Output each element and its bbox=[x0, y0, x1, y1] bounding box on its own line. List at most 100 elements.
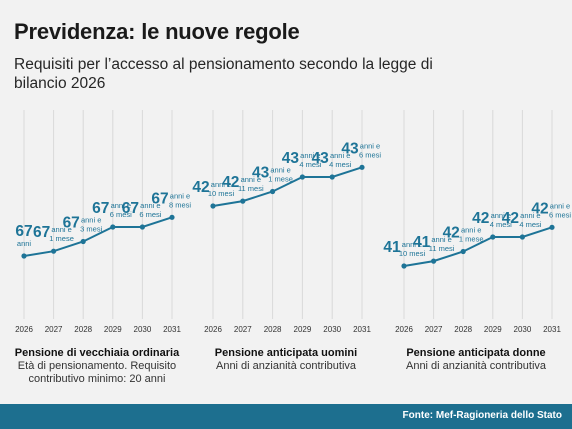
data-point-donne-2026 bbox=[401, 263, 407, 269]
source-note: Fonte: Mef-Ragioneria dello Stato bbox=[402, 410, 562, 421]
panel-subtitle-donne: Anni di anzianità contributiva bbox=[405, 360, 547, 372]
data-point-uomini-2030 bbox=[329, 174, 335, 180]
footer-bar: Fonte: Mef-Ragioneria dello Stato bbox=[0, 404, 572, 429]
data-label-vecchiaia-2028: 67 bbox=[63, 215, 80, 232]
tick-label-donne-2028: 2028 bbox=[454, 325, 472, 334]
data-point-uomini-2029 bbox=[299, 174, 305, 180]
page-subtitle: Requisiti per l’accesso al pensionamento… bbox=[14, 56, 433, 92]
data-label-donne-2026: 41 bbox=[383, 239, 401, 256]
data-label-detail-uomini-2028-0: anni e bbox=[270, 166, 290, 175]
data-label-detail-uomini-2029-1: 4 mesi bbox=[299, 160, 321, 169]
panel-subtitle-uomini: Anni di anzianità contributiva bbox=[215, 360, 357, 372]
data-label-detail-donne-2027-1: 11 mesi bbox=[429, 244, 455, 253]
data-label-vecchiaia-2030: 67 bbox=[122, 200, 139, 217]
data-label-vecchiaia-2027: 67 bbox=[33, 224, 50, 241]
data-label-detail-vecchiaia-2027-1: 1 mese bbox=[49, 234, 74, 243]
data-label-uomini-2031: 43 bbox=[341, 140, 359, 157]
data-point-donne-2031 bbox=[549, 224, 555, 230]
tick-label-uomini-2027: 2027 bbox=[234, 325, 252, 334]
tick-label-donne-2029: 2029 bbox=[484, 325, 502, 334]
data-label-detail-uomini-2026-0: anni e bbox=[211, 180, 231, 189]
data-label-detail-uomini-2029-0: anni e bbox=[300, 151, 320, 160]
data-label-donne-2031: 42 bbox=[531, 200, 548, 217]
data-point-uomini-2026 bbox=[210, 203, 216, 209]
series-line-vecchiaia bbox=[23, 216, 173, 257]
data-point-vecchiaia-2026 bbox=[21, 253, 27, 259]
data-point-vecchiaia-2031 bbox=[169, 214, 175, 220]
data-label-detail-uomini-2031-0: anni e bbox=[360, 141, 380, 150]
data-label-detail-vecchiaia-2027-0: anni e bbox=[51, 225, 71, 234]
data-point-vecchiaia-2029 bbox=[110, 224, 116, 230]
data-label-detail-uomini-2030-1: 4 mesi bbox=[329, 160, 351, 169]
data-label-vecchiaia-2031: 67 bbox=[151, 190, 168, 207]
tick-label-vecchiaia-2030: 2030 bbox=[134, 325, 152, 334]
tick-label-uomini-2031: 2031 bbox=[353, 325, 371, 334]
tick-label-vecchiaia-2029: 2029 bbox=[104, 325, 122, 334]
data-label-detail-donne-2028-0: anni e bbox=[461, 226, 481, 235]
tick-label-uomini-2026: 2026 bbox=[204, 325, 222, 334]
data-label-donne-2030: 42 bbox=[502, 210, 519, 227]
tick-label-donne-2026: 2026 bbox=[395, 325, 413, 334]
data-label-detail-donne-2030-0: anni e bbox=[520, 211, 540, 220]
data-point-vecchiaia-2028 bbox=[80, 238, 86, 245]
data-label-uomini-2027: 42 bbox=[222, 174, 239, 191]
data-label-detail-uomini-2027-1: 11 mesi bbox=[238, 184, 264, 193]
page-title: Previdenza: le nuove regole bbox=[14, 19, 300, 44]
data-label-detail-vecchiaia-2031-0: anni e bbox=[170, 191, 190, 200]
data-label-vecchiaia-2029: 67 bbox=[92, 200, 109, 217]
data-label-donne-2027: 41 bbox=[413, 234, 431, 251]
data-label-uomini-2026: 42 bbox=[192, 179, 209, 196]
data-label-detail-donne-2029-0: anni e bbox=[491, 211, 511, 220]
data-label-detail-vecchiaia-2030-0: anni e bbox=[140, 201, 160, 210]
data-label-detail-uomini-2030-0: anni e bbox=[330, 151, 350, 160]
data-label-uomini-2028: 43 bbox=[252, 165, 270, 182]
data-label-donne-2029: 42 bbox=[472, 210, 489, 227]
data-label-detail-vecchiaia-2028-0: anni e bbox=[81, 216, 101, 225]
data-point-vecchiaia-2027 bbox=[51, 248, 57, 254]
tick-label-uomini-2030: 2030 bbox=[323, 325, 341, 334]
data-label-detail-donne-2026-0: anni e bbox=[402, 240, 422, 249]
data-label-uomini-2029: 43 bbox=[282, 150, 300, 167]
data-point-donne-2028 bbox=[460, 248, 466, 255]
data-label-detail-donne-2031-1: 6 mesi bbox=[549, 210, 571, 219]
data-label-uomini-2030: 43 bbox=[312, 150, 330, 167]
data-label-detail-vecchiaia-2031-1: 8 mesi bbox=[169, 200, 191, 209]
data-label-detail-vecchiaia-2030-1: 6 mesi bbox=[139, 210, 161, 219]
data-label-detail-uomini-2027-0: anni e bbox=[241, 175, 261, 184]
data-label-detail-uomini-2026-1: 10 mesi bbox=[208, 189, 235, 198]
data-point-donne-2029 bbox=[490, 234, 496, 240]
tick-label-uomini-2029: 2029 bbox=[294, 325, 312, 334]
data-point-donne-2030 bbox=[519, 234, 526, 240]
data-label-detail-donne-2029-1: 4 mesi bbox=[490, 220, 512, 229]
data-label-detail-donne-2026-1: 10 mesi bbox=[399, 249, 426, 258]
panel-title-uomini: Pensione anticipata uomini bbox=[214, 347, 358, 359]
data-label-detail-vecchiaia-2026-0: anni bbox=[17, 239, 32, 248]
data-point-uomini-2027 bbox=[240, 198, 246, 204]
series-line-uomini bbox=[212, 166, 363, 207]
tick-label-vecchiaia-2031: 2031 bbox=[163, 325, 181, 334]
data-label-detail-vecchiaia-2029-0: anni e bbox=[111, 201, 131, 210]
tick-label-uomini-2028: 2028 bbox=[264, 325, 282, 334]
data-label-vecchiaia-2026: 67 bbox=[15, 223, 32, 240]
data-label-detail-uomini-2031-1: 6 mesi bbox=[359, 150, 381, 159]
data-point-donne-2027 bbox=[431, 258, 437, 264]
data-label-donne-2028: 42 bbox=[443, 225, 460, 242]
panel-subtitle-vecchiaia: Età di pensionamento. Requisito contribu… bbox=[17, 360, 177, 385]
data-label-detail-vecchiaia-2028-1: 3 mesi bbox=[80, 225, 102, 234]
data-label-detail-donne-2028-1: 1 mese bbox=[459, 235, 484, 244]
tick-label-donne-2031: 2031 bbox=[543, 325, 561, 334]
data-label-detail-uomini-2028-1: 1 mese bbox=[268, 175, 293, 184]
data-point-vecchiaia-2030 bbox=[139, 224, 145, 230]
data-point-uomini-2031 bbox=[359, 164, 365, 170]
panel-title-vecchiaia: Pensione di vecchiaia ordinaria bbox=[14, 347, 180, 359]
data-label-detail-vecchiaia-2029-1: 6 mesi bbox=[110, 210, 132, 219]
tick-label-vecchiaia-2026: 2026 bbox=[15, 325, 33, 334]
tick-label-donne-2030: 2030 bbox=[514, 325, 532, 334]
series-line-donne bbox=[403, 226, 553, 267]
data-point-uomini-2028 bbox=[270, 188, 276, 195]
tick-label-donne-2027: 2027 bbox=[425, 325, 443, 334]
panel-title-donne: Pensione anticipata donne bbox=[406, 347, 546, 359]
data-label-detail-donne-2027-0: anni e bbox=[431, 235, 451, 244]
data-label-detail-donne-2030-1: 4 mesi bbox=[519, 220, 541, 229]
